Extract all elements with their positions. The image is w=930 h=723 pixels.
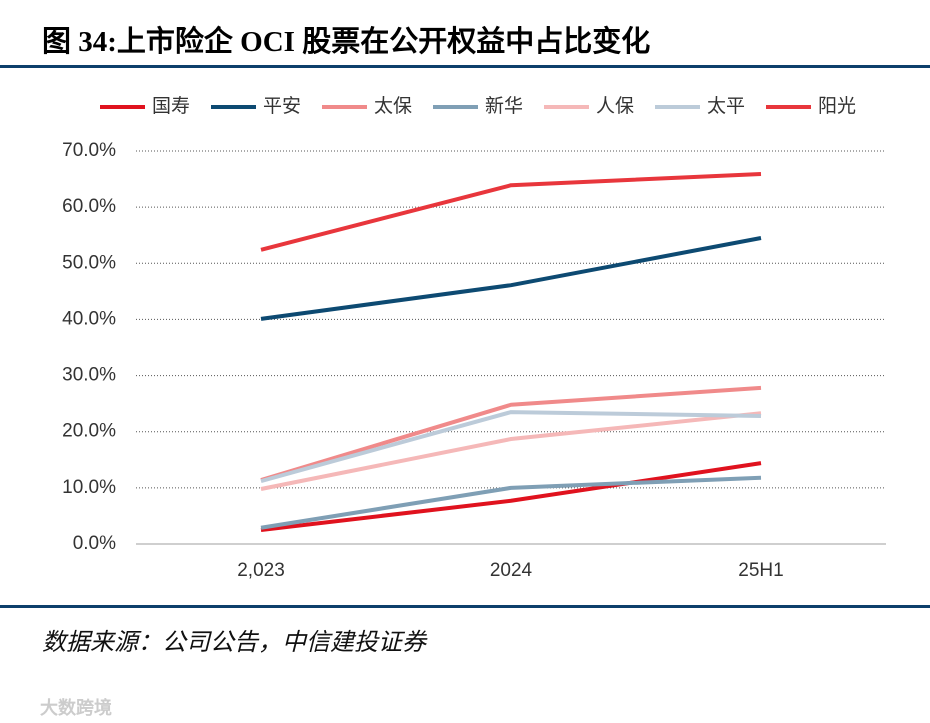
y-tick-label: 50.0%: [62, 252, 116, 273]
legend-label: 国寿: [152, 95, 190, 117]
series-line: [260, 385, 762, 482]
x-tick-label: 25H1: [738, 560, 783, 581]
legend-label: 太保: [374, 95, 412, 117]
series-line: [260, 411, 762, 491]
legend-label: 新华: [485, 95, 523, 117]
y-tick-label: 0.0%: [73, 533, 116, 554]
bottom-rule: [0, 605, 930, 608]
series-line: [260, 172, 762, 252]
y-tick-label: 30.0%: [62, 365, 116, 386]
y-tick-label: 10.0%: [62, 477, 116, 498]
chart: 0.0% 10.0% 20.0% 30.0% 40.0% 50.0% 60.0% 70.0% 2…: [62, 95, 886, 581]
x-tick-label: 2024: [490, 560, 533, 581]
y-tick-label: 60.0%: [62, 196, 116, 217]
y-tick-label: 20.0%: [62, 421, 116, 442]
y-tick-label: 70.0%: [62, 140, 116, 161]
legend-label: 人保: [596, 95, 634, 117]
source: 数据来源：公司公告，中信建投证券: [42, 630, 426, 656]
top-rule: [0, 65, 930, 68]
y-tick-label: 40.0%: [62, 308, 116, 329]
series-line: [260, 461, 762, 532]
legend-label: 平安: [263, 95, 301, 117]
watermark: 大数跨境: [40, 698, 112, 718]
series-line: [260, 410, 762, 484]
legend-label: 阳光: [818, 95, 856, 117]
title: 图 34:上市险企 OCI 股票在公开权益中占比变化: [42, 26, 651, 58]
x-tick-label: 2,023: [237, 560, 285, 581]
series-line: [260, 475, 762, 530]
series-line: [260, 236, 762, 321]
legend-label: 太平: [707, 95, 745, 117]
